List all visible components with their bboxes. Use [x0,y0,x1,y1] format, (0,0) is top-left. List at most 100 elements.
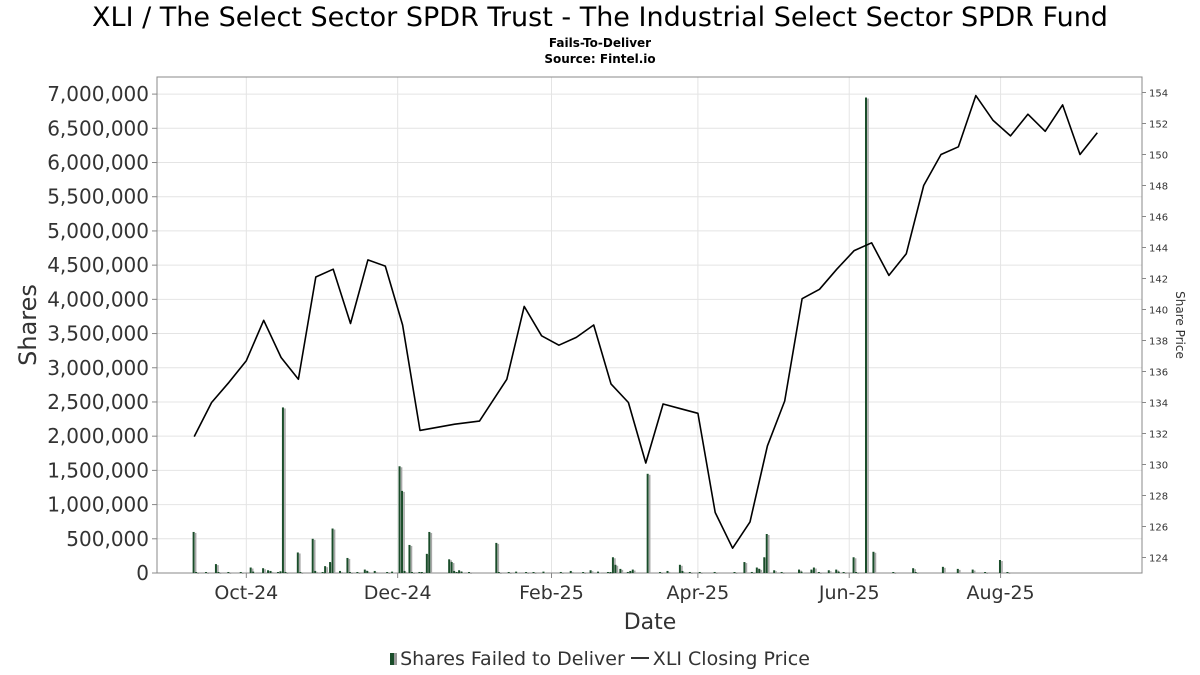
fails-bar-shadow [452,563,455,573]
y-tick-label: 1,500,000 [47,458,149,482]
fails-bar [559,571,562,573]
fails-bar [812,567,815,573]
legend-bar-label: Shares Failed to Deliver [400,648,625,670]
fails-bar-shadow [229,573,232,574]
grid-lines [157,77,1142,574]
y2-tick-label: 134 [1149,399,1168,410]
fails-bar [569,570,572,573]
fails-bar [410,572,413,573]
fails-bar-shadow [958,569,961,573]
fails-bar-shadow [286,572,289,574]
y-tick-label: 4,500,000 [47,253,149,277]
fails-bar [678,564,681,573]
fails-bar [217,572,220,573]
y2-axis-label: Share Price [1173,291,1187,359]
chart-subtitle: Fails-To-Deliver [548,36,652,50]
y-axis-label: Shares [14,284,42,366]
y-tick-label: 0 [136,561,149,585]
y2-tick-label: 150 [1149,151,1168,162]
fails-bar [956,568,959,573]
fails-bar-shadow [413,573,415,574]
fails-bar [296,552,299,573]
fails-bar-shadow [1001,561,1003,573]
fails-bar-shadow [217,565,219,573]
legend: Shares Failed to Deliver XLI Closing Pric… [0,648,1200,670]
fails-bar-shadow [358,573,361,574]
fails-bar-shadow [745,563,748,573]
x-tick-label: Aug-25 [967,582,1035,604]
fails-bar-shadow [894,573,897,574]
fails-bar [681,570,684,573]
fails-bar-shadow [301,573,304,574]
fails-bar-shadow [648,474,651,573]
fails-bar-shadow [420,572,423,574]
x-tick-label: Dec-24 [364,582,432,604]
fails-bar-shadow [207,573,209,574]
y-tick-label: 6,000,000 [47,151,149,175]
fails-bar [276,572,279,573]
fails-bar-shadow [517,572,519,574]
fails-bar [262,568,265,573]
fails-bar-shadow [753,572,755,574]
fails-bar-shadow [681,565,683,573]
fails-bar-shadow [629,572,631,574]
y2-tick-label: 142 [1149,275,1168,286]
fails-bar [448,559,451,573]
fails-bar [626,571,629,573]
fails-bar-shadow [279,573,281,574]
fails-bar [331,528,334,573]
y2-tick-label: 152 [1149,120,1168,131]
x-tick-label: Feb-25 [519,582,584,604]
fails-bar [817,572,820,573]
fails-bar-shadow [284,408,286,573]
fails-bar-shadow [609,573,611,574]
fails-bar [299,572,302,573]
y2-tick-label: 130 [1149,461,1168,472]
fails-bar [321,572,324,573]
chart-canvas: 0 500,000 1,000,000 1,500,000 2,000,000 2,500… [14,76,1187,635]
fails-bar-shadow [857,573,859,574]
fails-bar-shadow [683,571,686,573]
fails-bar [606,572,609,573]
y-tick-label: 500,000 [66,527,149,551]
fails-bar [515,571,518,573]
fails-bar [249,567,252,573]
fails-bar-shadow [802,572,805,574]
fails-bar [239,572,242,573]
fails-bar [743,562,746,573]
fails-bar [279,571,282,573]
y-axis: 0 500,000 1,000,000 1,500,000 2,000,000 2,500… [47,82,157,585]
fails-bar-shadow [1008,573,1011,574]
fails-bar-shadow [844,573,847,574]
fails-bar-shadow [410,545,413,573]
fails-bar-shadow [775,571,777,573]
fails-bar-shadow [599,572,601,574]
fails-bar [450,562,453,573]
fails-bar-shadow [854,558,857,573]
fails-bar-shadow [700,573,703,574]
fails-bar [425,553,428,573]
fails-bar [827,570,830,573]
fails-bar [589,570,592,573]
fails-bar [373,570,376,573]
fails-bar [386,572,389,573]
fails-bar [810,569,813,573]
fails-bar-shadow [351,573,353,574]
fails-bar [195,572,198,573]
fails-bar [346,557,349,573]
fails-bar-shadow [867,98,869,573]
fails-bar [205,572,208,573]
fails-bar-shadow [735,573,738,574]
fails-bar [998,560,1001,573]
y2-tick-label: 154 [1149,89,1168,100]
fails-bar-shadow [820,573,822,574]
fails-bar-shadow [767,535,770,573]
fails-bar [800,571,803,573]
fails-bar-shadow [571,571,574,573]
fails-bar-shadow [874,552,877,573]
chart-source: Source: Fintel.io [544,52,656,66]
fails-bar-shadow [470,573,472,574]
y2-tick-label: 140 [1149,306,1168,317]
fails-bar-shadow [405,571,408,573]
fails-bar [971,569,974,573]
